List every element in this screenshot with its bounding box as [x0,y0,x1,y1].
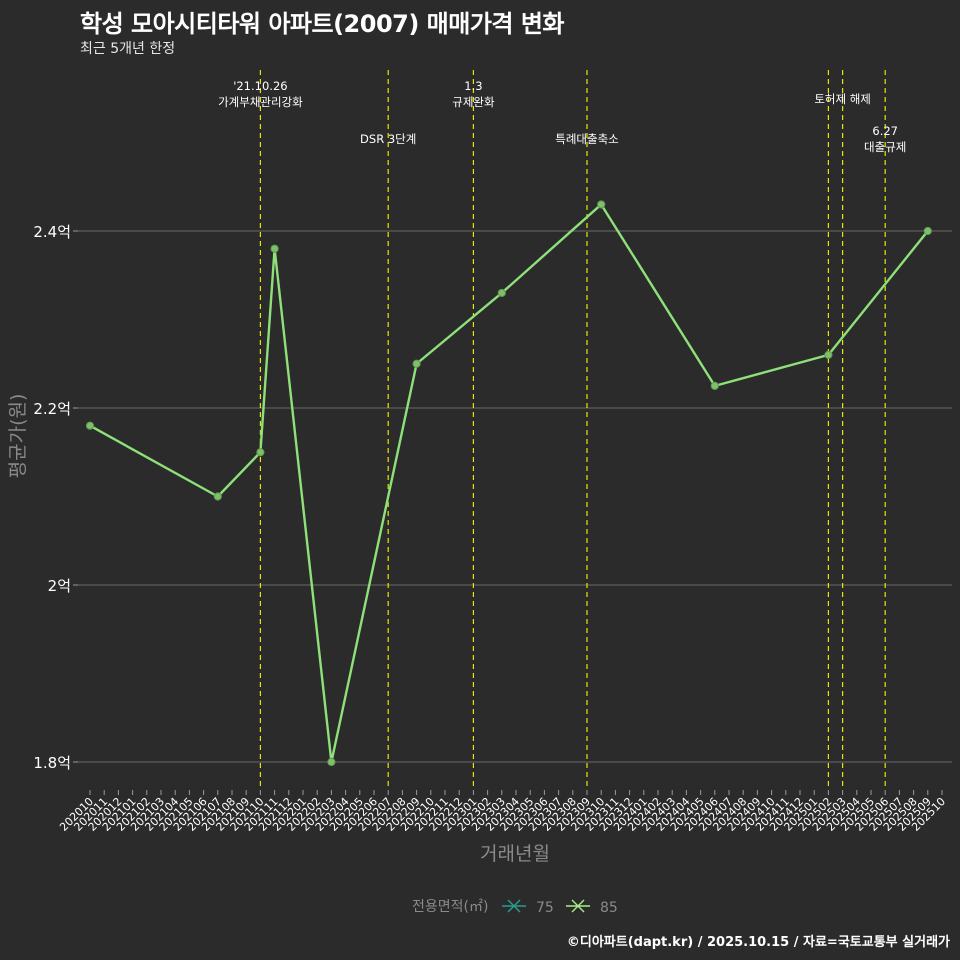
data-point [824,350,833,359]
event-annotation: 규제완화 [452,95,495,109]
data-point [85,421,95,430]
event-annotation: 대출규제 [864,140,906,154]
data-point [597,200,606,209]
event-annotation: '21.10.26 [233,79,287,93]
event-annotation: 1.3 [464,79,482,93]
legend-label: 85 [600,900,618,916]
y-axis-label: 평균가(원) [7,394,29,479]
data-point [412,359,421,368]
data-point [497,288,506,298]
chart-title: 학성 모아시티타워 아파트(2007) 매매가격 변화 [80,10,565,38]
y-tick-label: 2.2억 [33,400,71,418]
data-point [213,492,222,501]
data-point [270,244,279,253]
x-axis-label: 거래년월 [480,843,550,865]
series-layer [85,200,932,767]
source-caption: ©디아파트(dapt.kr) / 2025.10.15 / 자료=국토교통부 실… [566,935,950,950]
y-tick-label: 2.4억 [33,223,71,241]
legend-key-cross [507,899,521,913]
event-annotation: DSR 3단계 [360,132,416,146]
legend-label: 75 [536,900,554,916]
event-annotation: 6.27 [872,124,898,138]
data-point [256,448,265,457]
data-point [710,381,719,390]
legend-key-cross [571,899,585,913]
y-tick-label: 1.8억 [33,754,71,772]
event-annotation: 특례대출축소 [555,132,618,146]
legend: 전용면적(㎡) 75 85 [412,899,618,916]
data-point [327,757,336,767]
event-annotation: 가계부채관리강화 [218,95,303,109]
gridlines [78,230,952,763]
data-point [923,226,932,236]
y-axis-ticks: 1.8억 2억 2.2억 2.4억 [33,223,78,772]
x-axis-ticks: 2020102020112020122021012021022021032021… [57,790,948,834]
legend-item-85: 85 [566,899,618,916]
legend-item-75: 75 [502,899,554,916]
legend-title: 전용면적(㎡) [412,899,488,915]
chart-subtitle: 최근 5개년 한정 [80,41,176,57]
series-line-85 [89,203,929,764]
y-tick-label: 2억 [48,577,71,595]
event-annotation: 토허제 해제 [814,92,871,106]
